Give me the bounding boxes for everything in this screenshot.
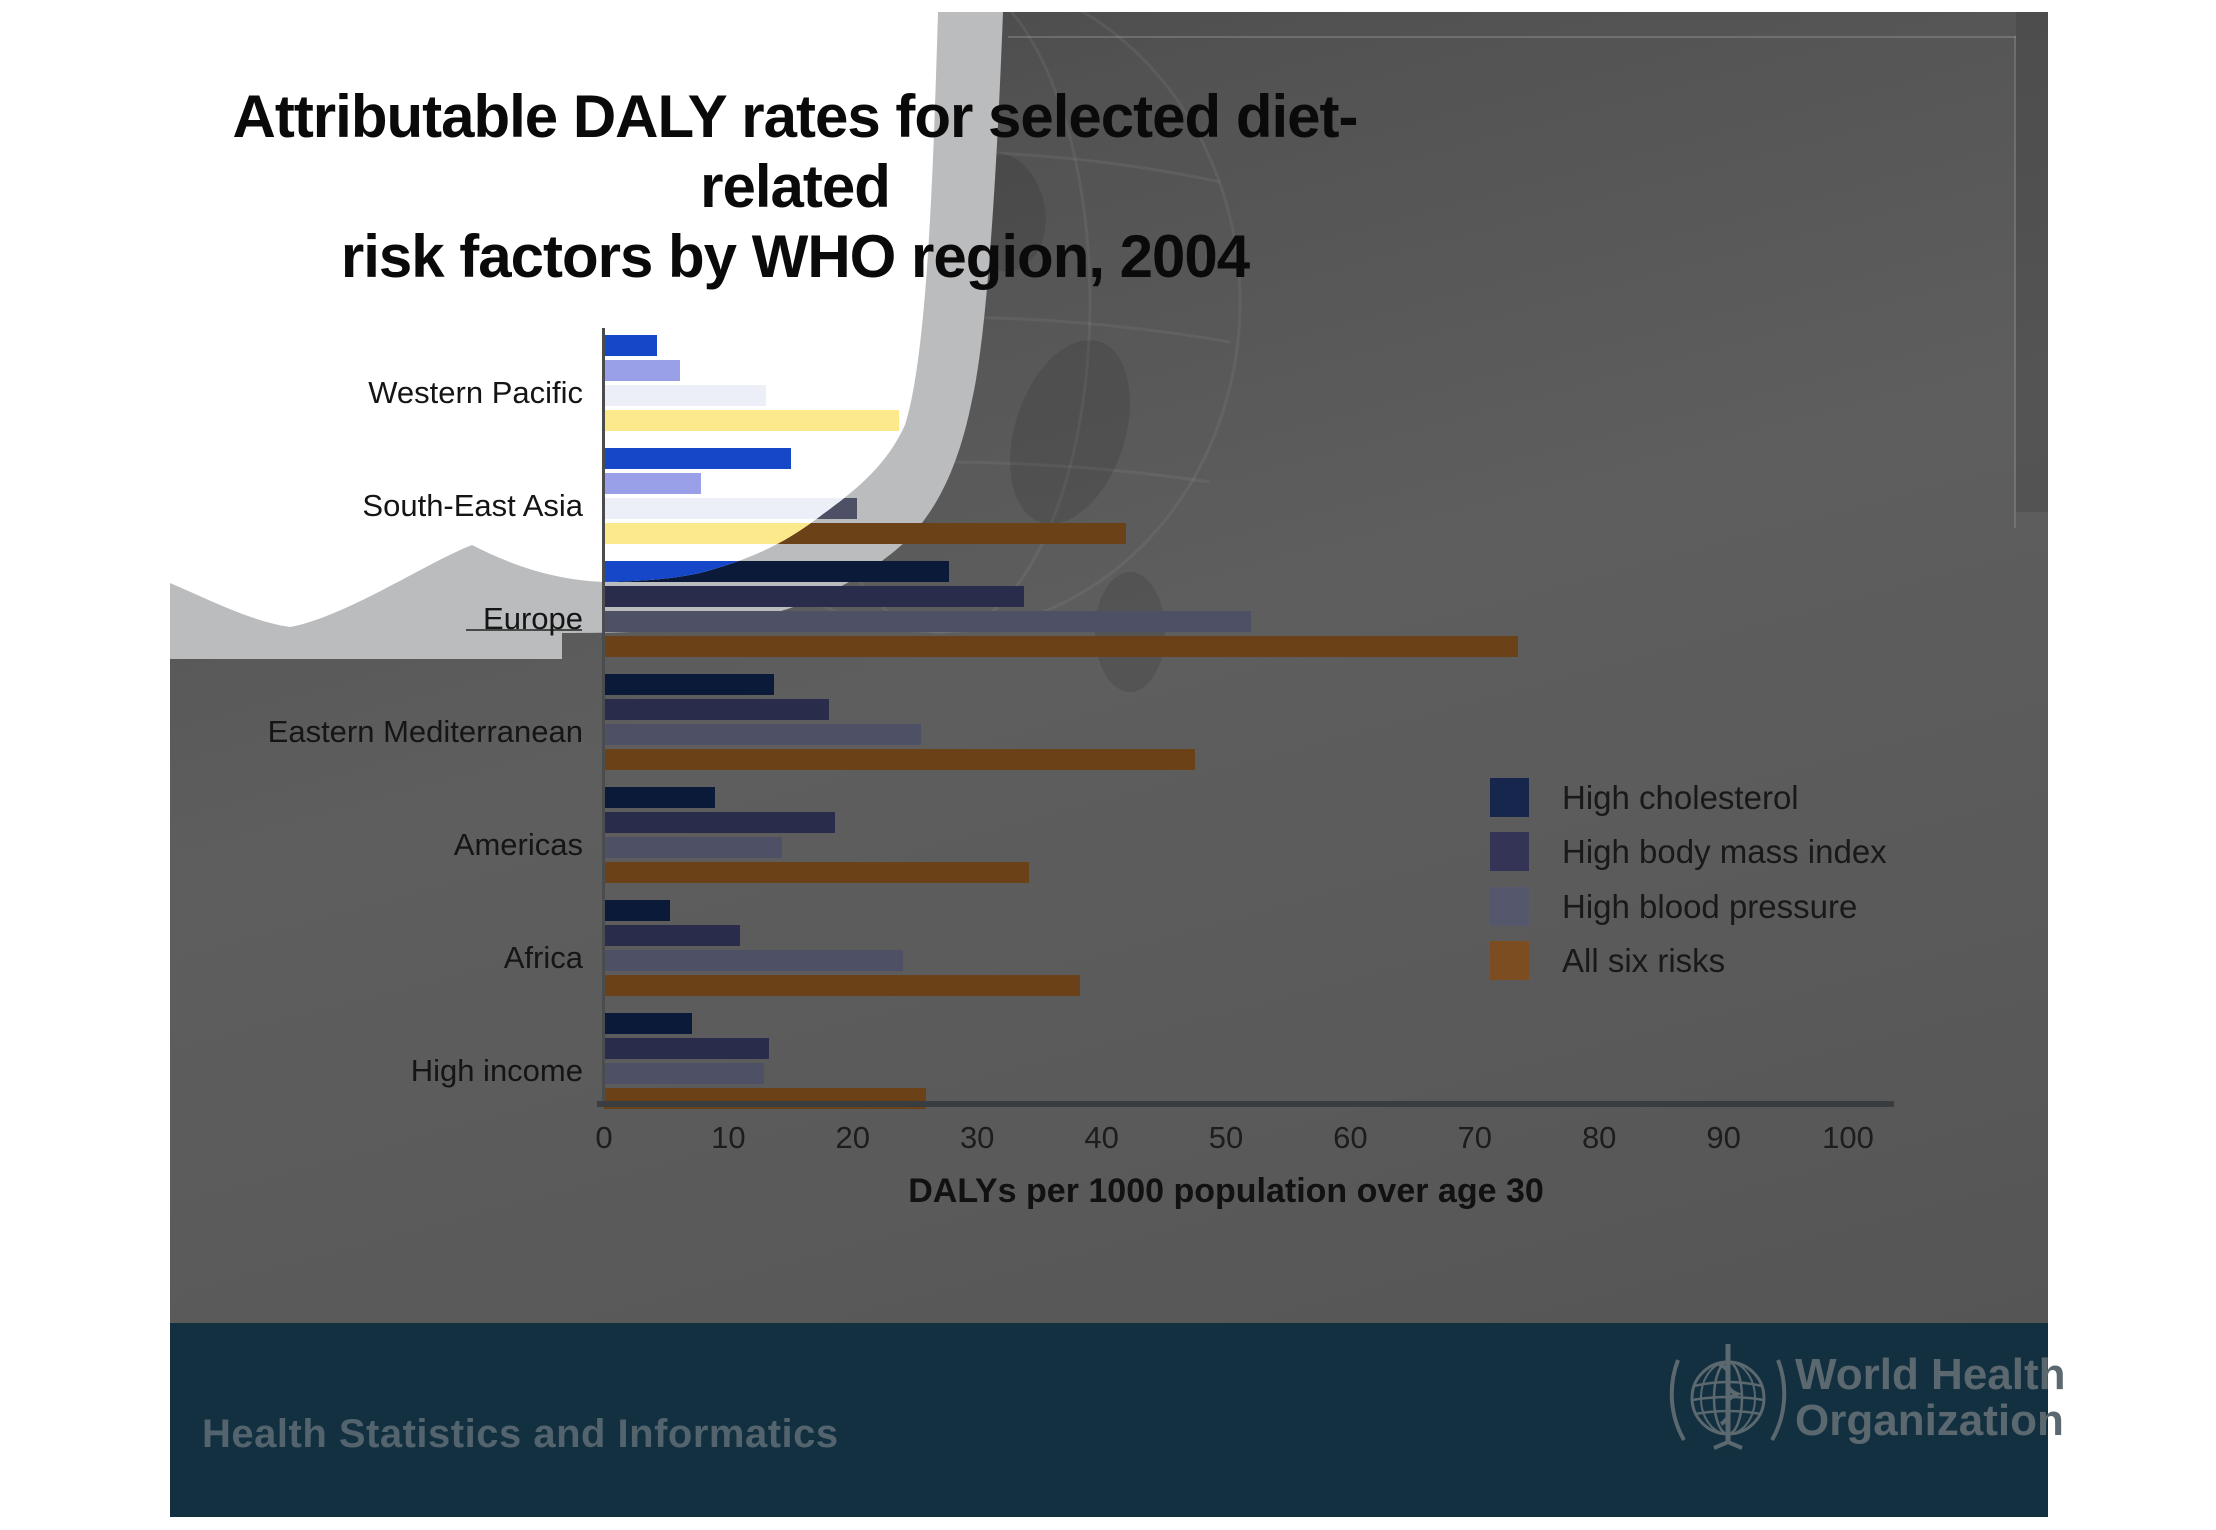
category-label: Europe [483, 601, 583, 636]
footer-department: Health Statistics and Informatics [202, 1412, 839, 1456]
footer-org-line1: World Health [1795, 1350, 2066, 1399]
europe-category-tick [466, 629, 582, 631]
template-frame-line-horizontal [1008, 36, 2016, 38]
legend-label: High cholesterol [1562, 779, 1799, 816]
bar [604, 636, 1519, 657]
bar [604, 812, 836, 833]
bar [604, 586, 1025, 607]
x-tick-label: 10 [711, 1120, 746, 1155]
bar [604, 862, 1030, 883]
x-axis-line [597, 1101, 1894, 1107]
x-tick-label: 100 [1822, 1120, 1874, 1155]
category-label: Americas [453, 827, 583, 862]
bar [604, 1013, 693, 1034]
template-edge-column [2016, 12, 2048, 512]
bar [604, 749, 1195, 770]
bar [604, 360, 680, 381]
category-label: Africa [503, 940, 583, 975]
legend-swatch [1490, 941, 1529, 980]
legend-swatch [1490, 832, 1529, 871]
bar [604, 1063, 765, 1084]
bar [604, 925, 740, 946]
bar [604, 900, 670, 921]
bar [604, 498, 857, 519]
x-axis-title: DALYs per 1000 population over age 30 [908, 1172, 1544, 1210]
bar [604, 410, 899, 431]
category-label: Eastern Mediterranean [267, 714, 583, 749]
footer-bar [170, 1323, 2048, 1517]
x-tick-label: 20 [835, 1120, 871, 1155]
page-title-line1: Attributable DALY rates for selected die… [232, 83, 1359, 220]
legend-label: All six risks [1562, 942, 1726, 979]
bar [604, 837, 782, 858]
category-label: South-East Asia [362, 488, 583, 523]
bar [604, 611, 1251, 632]
legend-swatch [1490, 887, 1529, 926]
bar [604, 335, 657, 356]
x-tick-label: 70 [1457, 1120, 1493, 1155]
footer-org-line2: Organization [1795, 1396, 2064, 1445]
x-tick-label: 40 [1084, 1120, 1119, 1155]
x-tick-label: 50 [1208, 1120, 1244, 1155]
legend-label: High blood pressure [1562, 888, 1858, 925]
bar [604, 950, 903, 971]
footer-organization: World Health Organization [1795, 1352, 2066, 1444]
bar [604, 1038, 770, 1059]
page-title-line2: risk factors by WHO region, 2004 [340, 223, 1250, 290]
x-tick-label: 30 [959, 1120, 995, 1155]
x-tick-label: 0 [595, 1120, 613, 1155]
x-tick-label: 90 [1706, 1120, 1741, 1155]
y-axis-line [602, 328, 605, 1107]
bar [604, 787, 715, 808]
page-title: Attributable DALY rates for selected die… [170, 82, 1420, 292]
who-emblem-icon [1669, 1344, 1787, 1450]
legend-label: High body mass index [1562, 833, 1887, 870]
bar [604, 448, 791, 469]
bar [604, 699, 830, 720]
template-frame-line-vertical [2014, 36, 2016, 528]
bar [604, 975, 1081, 996]
bar [604, 674, 775, 695]
x-tick-label: 60 [1333, 1120, 1368, 1155]
category-label: High income [410, 1053, 583, 1088]
legend-swatch [1490, 778, 1529, 817]
bar [604, 385, 766, 406]
x-tick-label: 80 [1581, 1120, 1617, 1155]
category-label: Western Pacific [368, 375, 583, 410]
bar [604, 724, 922, 745]
bar [604, 473, 701, 494]
